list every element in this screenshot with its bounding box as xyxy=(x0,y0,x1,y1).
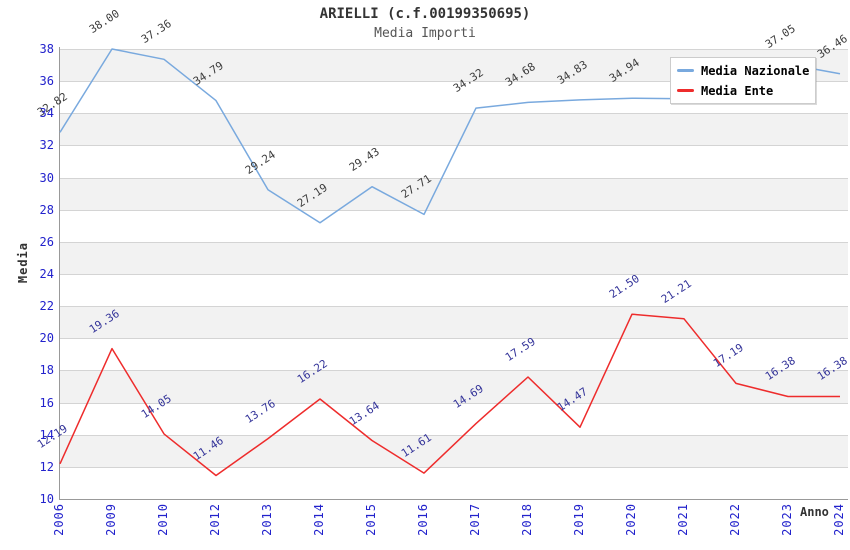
x-axis-line xyxy=(59,499,848,500)
y-tick-label: 20 xyxy=(39,331,54,346)
grid-band xyxy=(59,241,848,274)
legend-item-media-ente: Media Ente xyxy=(677,83,809,98)
chart-subtitle: Media Importi xyxy=(374,26,476,41)
y-tick-label: 38 xyxy=(39,42,54,56)
y-tick-label: 16 xyxy=(39,395,54,410)
grid-band xyxy=(59,402,848,435)
x-tick-label: 2017 xyxy=(468,503,482,536)
x-tick-label: 2010 xyxy=(156,503,170,536)
grid-band xyxy=(59,434,848,467)
x-tick-label: 2009 xyxy=(104,503,118,536)
x-tick-label: 2019 xyxy=(572,503,586,536)
y-tick-label: 14 xyxy=(39,427,54,442)
y-tick-label: 10 xyxy=(39,492,54,506)
line-swatch-icon xyxy=(677,69,694,72)
legend-label: Media Ente xyxy=(701,83,774,98)
grid-band xyxy=(59,466,848,499)
y-axis-line xyxy=(59,47,60,500)
y-tick-label: 18 xyxy=(39,363,54,378)
x-tick-label: 2013 xyxy=(260,503,274,536)
x-axis-title: Anno xyxy=(800,505,829,519)
y-tick-label: 28 xyxy=(39,202,54,217)
x-tick-label: 2012 xyxy=(208,503,222,536)
y-axis-title: Media xyxy=(16,242,30,284)
x-tick-label: 2020 xyxy=(624,503,638,536)
x-tick-label: 2016 xyxy=(416,503,430,536)
plot-area xyxy=(59,49,848,499)
grid-band xyxy=(59,370,848,403)
grid-band xyxy=(59,145,848,178)
line-swatch-icon xyxy=(677,89,694,92)
y-tick-label: 26 xyxy=(39,234,54,249)
x-tick-label: 2023 xyxy=(780,503,794,536)
legend-box: Media Nazionale Media Ente xyxy=(670,57,817,104)
legend-item-media-nazionale: Media Nazionale xyxy=(677,63,809,78)
grid-band xyxy=(59,338,848,371)
x-tick-label: 2014 xyxy=(312,503,326,536)
x-tick-label: 2015 xyxy=(364,503,378,536)
x-tick-label: 2024 xyxy=(832,503,846,536)
y-tick-label: 36 xyxy=(39,74,54,89)
y-tick-label: 32 xyxy=(39,138,54,153)
y-tick-label: 30 xyxy=(39,170,54,185)
x-tick-label: 2018 xyxy=(520,503,534,536)
x-tick-label: 2006 xyxy=(52,503,66,536)
grid-band xyxy=(59,274,848,307)
grid-band xyxy=(59,209,848,242)
x-tick-label: 2021 xyxy=(676,503,690,536)
grid-band xyxy=(59,177,848,210)
y-tick-label: 24 xyxy=(39,267,54,281)
y-tick-label: 12 xyxy=(39,459,54,474)
legend-label: Media Nazionale xyxy=(701,63,810,78)
y-tick-label: 34 xyxy=(39,106,54,121)
chart-title: ARIELLI (c.f.00199350695) xyxy=(319,6,531,22)
grid-band xyxy=(59,113,848,146)
y-tick-label: 22 xyxy=(39,299,54,314)
grid-band xyxy=(59,306,848,339)
x-tick-label: 2022 xyxy=(728,503,742,536)
series-line xyxy=(59,313,840,477)
